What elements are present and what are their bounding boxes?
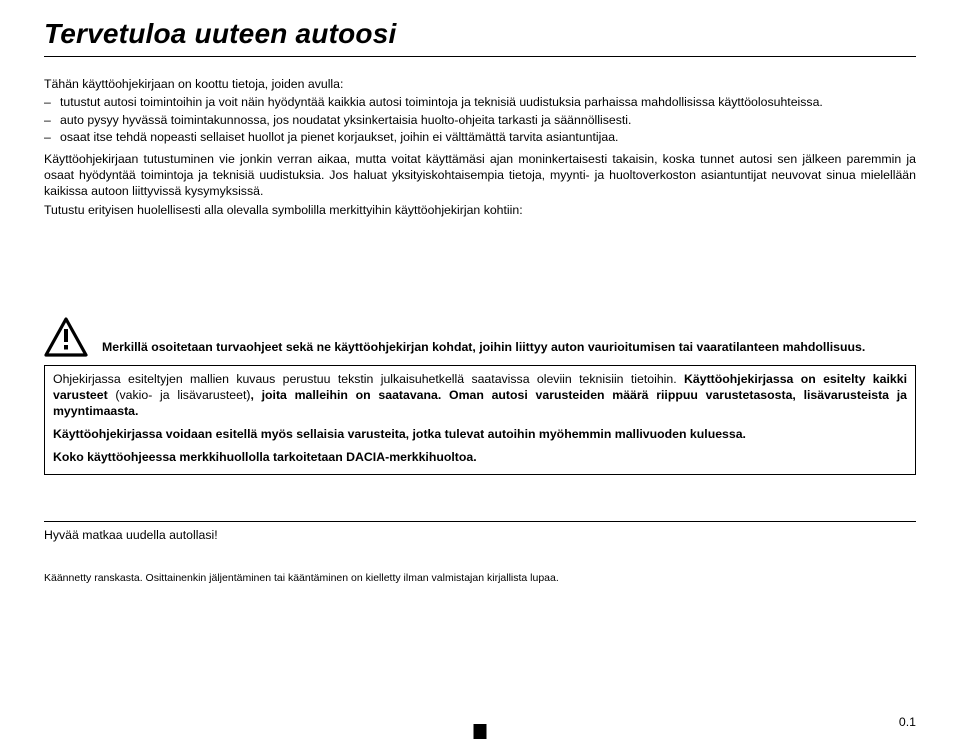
document-page: Tervetuloa uuteen autoosi Tähän käyttöoh… (0, 0, 960, 739)
box-paragraph: Koko käyttöohjeessa merkkihuollolla tark… (53, 450, 907, 466)
bullet-list: tutustut autosi toimintoihin ja voit näi… (44, 95, 916, 146)
closing-text: Hyvää matkaa uudella autollasi! (44, 528, 916, 542)
page-title: Tervetuloa uuteen autoosi (44, 18, 916, 50)
list-item: osaat itse tehdä nopeasti sellaiset huol… (44, 130, 916, 146)
body-paragraph: Käyttöohjekirjaan tutustuminen vie jonki… (44, 152, 916, 199)
box-paragraph: Käyttöohjekirjassa voidaan esitellä myös… (53, 427, 907, 443)
list-item: tutustut autosi toimintoihin ja voit näi… (44, 95, 916, 111)
page-number: 0.1 (899, 715, 916, 729)
footnote-text: Käännetty ranskasta. Osittainenkin jälje… (44, 572, 916, 584)
warning-triangle-icon (44, 317, 88, 357)
warning-row: Merkillä osoitetaan turvaohjeet sekä ne … (44, 317, 916, 357)
body-paragraph: Tutustu erityisen huolellisesti alla ole… (44, 203, 916, 219)
separator-rule (44, 521, 916, 522)
box-text-normal: Ohjekirjassa esiteltyjen mallien kuvaus … (53, 372, 684, 386)
intro-text: Tähän käyttöohjekirjaan on koottu tietoj… (44, 77, 916, 91)
box-paragraph: Ohjekirjassa esiteltyjen mallien kuvaus … (53, 372, 907, 420)
info-box: Ohjekirjassa esiteltyjen mallien kuvaus … (44, 365, 916, 475)
title-rule (44, 56, 916, 57)
crop-mark-icon (474, 724, 487, 739)
warning-text: Merkillä osoitetaan turvaohjeet sekä ne … (102, 340, 916, 357)
list-item: auto pysyy hyvässä toimintakunnossa, jos… (44, 113, 916, 129)
box-text-normal: (vakio- ja lisävarusteet) (115, 388, 250, 402)
